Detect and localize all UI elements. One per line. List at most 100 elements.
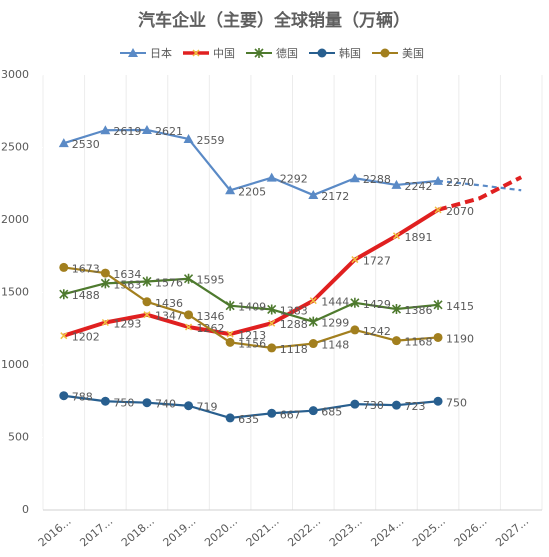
data-label: 635 [238,413,259,426]
marker [143,311,151,319]
legend-marker [254,48,264,58]
data-label: 1293 [113,318,141,331]
data-label: 2292 [280,173,308,186]
y-tick-label: 1000 [1,358,29,371]
data-label: 2621 [155,125,183,138]
data-label: 2559 [197,134,225,147]
data-label: 1436 [155,297,183,310]
legend-marker [317,48,327,58]
chart-title: 汽车企业（主要）全球销量（万辆） [138,10,410,31]
marker [58,138,69,148]
marker [183,133,194,143]
marker [434,206,442,214]
marker [142,297,152,307]
y-tick-label: 3000 [1,68,29,81]
data-label: 667 [280,408,301,421]
legend-marker [192,49,200,57]
data-label: 1213 [238,329,266,342]
marker [350,325,360,335]
marker [225,300,235,311]
marker [141,124,152,134]
marker [350,297,360,308]
legend-item: 韩国 [309,46,361,60]
marker [185,323,193,331]
marker [100,278,110,289]
data-label: 1563 [113,278,141,291]
y-tick-label: 1500 [1,286,29,299]
marker [391,400,401,410]
marker [183,273,194,284]
legend-label: 中国 [213,47,235,60]
marker [184,310,194,320]
y-tick-label: 0 [22,503,29,516]
marker [184,401,194,411]
data-label: 1346 [197,310,225,323]
data-label: 750 [446,396,467,409]
data-label: 2288 [363,173,391,186]
marker [225,337,235,347]
data-label: 1299 [321,317,349,330]
legend-label: 日本 [150,46,172,60]
legend-label: 德国 [276,46,298,60]
legend-marker [128,48,138,57]
trend-line [437,175,523,212]
series-line [63,208,440,338]
data-label: 1595 [197,274,225,287]
marker [100,125,111,135]
marker [267,304,277,315]
data-label: 1383 [280,304,308,317]
marker [392,232,400,240]
marker [101,318,109,327]
marker [308,190,319,200]
marker [349,173,360,183]
legend-marker [380,48,390,58]
data-label: 723 [404,400,425,413]
marker [100,268,110,278]
legend-item: 日本 [120,46,172,60]
data-label: 1891 [404,231,432,244]
marker [433,299,443,310]
data-label: 2270 [446,176,474,189]
y-tick-label: 2500 [1,141,29,154]
data-label: 1288 [280,318,308,331]
marker [60,332,68,340]
data-label: 1415 [446,300,474,313]
data-label: 2070 [446,205,474,218]
marker [225,185,236,195]
data-label: 1202 [72,331,100,344]
marker [268,319,276,327]
marker [100,396,110,406]
data-label: 2172 [321,190,349,203]
marker [308,406,318,416]
data-label: 685 [321,406,342,419]
legend-label: 韩国 [339,46,361,60]
marker [309,297,317,305]
data-label: 719 [197,401,218,414]
marker [226,330,234,338]
marker [142,398,152,408]
data-label: 1488 [72,289,100,302]
marker [433,396,443,406]
data-label: 1409 [238,301,266,314]
legend-label: 美国 [402,47,424,60]
data-label: 1576 [155,276,183,289]
data-label: 1727 [363,255,391,268]
data-label: 1444 [321,296,349,309]
marker [267,408,277,418]
y-tick-label: 500 [8,431,29,444]
series-line [63,266,439,349]
data-label: 1386 [404,304,432,317]
data-label: 1347 [155,310,183,323]
legend-item: 美国 [372,47,424,60]
data-label: 750 [113,396,134,409]
series-line [63,394,439,420]
data-label: 1148 [321,339,349,352]
marker [433,175,444,185]
data-label: 1673 [72,262,100,275]
marker [391,304,402,315]
marker [391,336,401,346]
marker [59,262,69,272]
marker [267,343,277,353]
marker [433,332,443,342]
